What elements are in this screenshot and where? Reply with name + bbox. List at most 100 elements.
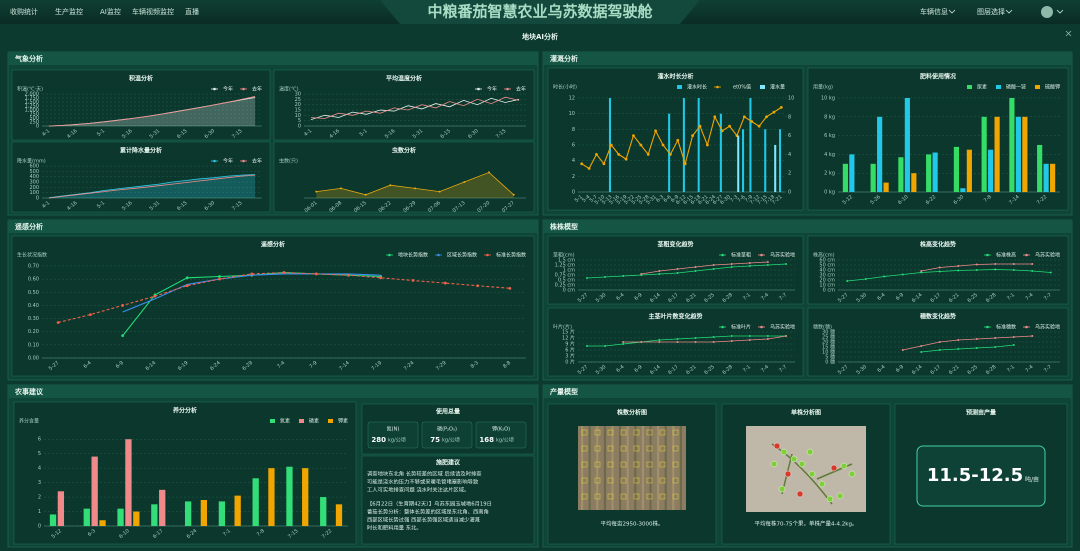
field-row — [641, 426, 644, 510]
nav-item[interactable]: AI监控 — [100, 7, 121, 16]
chart-frame — [11, 141, 271, 213]
x-tick-label: 5-19 — [616, 194, 629, 206]
plant-box — [607, 477, 614, 484]
bar — [719, 113, 722, 192]
legend-swatch — [270, 419, 275, 423]
bar — [286, 466, 293, 526]
y-tick-label: 15 — [295, 108, 301, 114]
x-tick-label: 6-30 — [719, 194, 732, 206]
bar — [125, 439, 132, 526]
point — [901, 349, 904, 351]
point — [784, 335, 787, 337]
axis-label: 叶片(片) — [553, 324, 572, 331]
nav-dropdown[interactable]: 车辆信息 — [920, 7, 948, 16]
point — [766, 261, 769, 263]
legend-swatch — [242, 159, 245, 163]
y-tick-label: 15 片 — [562, 329, 575, 336]
x-tick-label: 7-12 — [749, 194, 762, 206]
bar — [83, 508, 90, 526]
y2-tick-label: 8 — [788, 114, 791, 120]
point — [1012, 336, 1015, 338]
nav-item[interactable]: 车辆视频监控 — [132, 7, 174, 16]
plant-box — [620, 493, 627, 500]
x-tick-label: 7-4 — [1024, 364, 1034, 374]
legend-label: 硫酸钾 — [1045, 84, 1060, 91]
x-tick-label: 5-30 — [595, 364, 608, 376]
point — [938, 266, 941, 269]
y-tick-label: 0 kg — [824, 190, 835, 196]
x-tick-label: 5-4 — [581, 194, 591, 204]
legend-label: 标准叶片 — [731, 324, 751, 331]
point — [595, 153, 598, 156]
plant-box — [594, 429, 601, 436]
x-tick-label: 4-1 — [41, 128, 51, 138]
y-tick-label: 40 cm — [819, 268, 835, 274]
y-tick-label: 12 — [569, 96, 575, 102]
x-tick-label: 4-16 — [328, 128, 341, 140]
x-tick-label: 6-15 — [439, 128, 452, 140]
point — [121, 304, 125, 307]
point — [609, 143, 613, 147]
y-tick-label: 0 — [572, 190, 575, 196]
x-tick-label: 7-1 — [742, 292, 752, 302]
nav-item[interactable]: 直播 — [185, 7, 199, 16]
x-tick-label: 6-6 — [663, 194, 673, 204]
point — [712, 336, 715, 338]
dashboard-title: 中粮番茄智慧农业乌苏数据驾驶舱 — [427, 3, 653, 21]
bar — [682, 98, 685, 192]
x-tick-label: 6-21 — [685, 364, 698, 376]
y-tick-label: 3 — [38, 480, 41, 486]
legend-label: 钾素 — [338, 418, 348, 425]
x-tick-label: 6-15 — [176, 128, 189, 140]
point — [617, 153, 621, 156]
bar — [91, 456, 98, 526]
legend-label: 乌苏实验地 — [770, 324, 795, 331]
bar — [898, 157, 904, 192]
point — [661, 143, 665, 147]
point — [676, 268, 679, 270]
x-tick-label: 6-15 — [176, 200, 189, 212]
point — [975, 269, 978, 271]
avatar[interactable] — [1041, 6, 1053, 18]
axis-label: 时长(小时) — [553, 84, 577, 91]
x-tick-label: 5-1 — [574, 194, 584, 204]
y-tick-label: 0.30 — [28, 316, 39, 322]
plant-box — [672, 429, 679, 436]
y-tick-label: 6 片 — [565, 347, 575, 354]
usage-name: 钾(K₂O) — [492, 426, 510, 433]
legend-swatch — [677, 85, 682, 89]
bar — [151, 504, 158, 526]
point — [218, 277, 221, 281]
point — [1031, 270, 1034, 272]
x-tick-label: 6-9 — [895, 364, 905, 374]
point — [994, 346, 997, 348]
nav-item[interactable]: 收购统计 — [10, 7, 38, 16]
point — [512, 193, 515, 196]
y-tick-label: 1,500 — [25, 100, 39, 106]
nav-dropdown[interactable]: 图层选择 — [977, 7, 1005, 16]
plant-box — [659, 429, 666, 436]
nav-item[interactable]: 生产监控 — [55, 7, 83, 16]
x-tick-label: 7-9 — [744, 194, 754, 204]
tomato — [826, 495, 834, 503]
y-tick-label: 0.00 — [28, 356, 39, 362]
legend-swatch — [242, 87, 245, 91]
point — [957, 339, 960, 341]
advice-line: 工人可实地排查问题 浇水时关注这片区域。 — [367, 486, 469, 494]
x-tick-label: 7-22 — [1036, 194, 1049, 206]
legend-swatch — [213, 159, 216, 163]
card-title: 预测亩产量 — [966, 409, 996, 417]
axis-label: 温度(℃) — [279, 86, 299, 93]
y-tick-label: 200 — [29, 185, 39, 191]
legend-label: 乌苏实验地 — [1035, 324, 1060, 331]
advice-line: 可能是浇水的压力不够或采暖毛管堵塞影响导致 — [367, 478, 479, 486]
point — [712, 268, 715, 270]
point — [846, 280, 849, 282]
bar — [994, 116, 1000, 192]
point — [121, 334, 125, 338]
chart-title: 灌水时长分析 — [657, 73, 693, 81]
bar — [842, 163, 848, 192]
close-icon[interactable] — [1065, 30, 1072, 37]
x-tick-label: 7-14 — [1008, 194, 1021, 206]
x-tick-label: 7-15 — [756, 194, 769, 206]
